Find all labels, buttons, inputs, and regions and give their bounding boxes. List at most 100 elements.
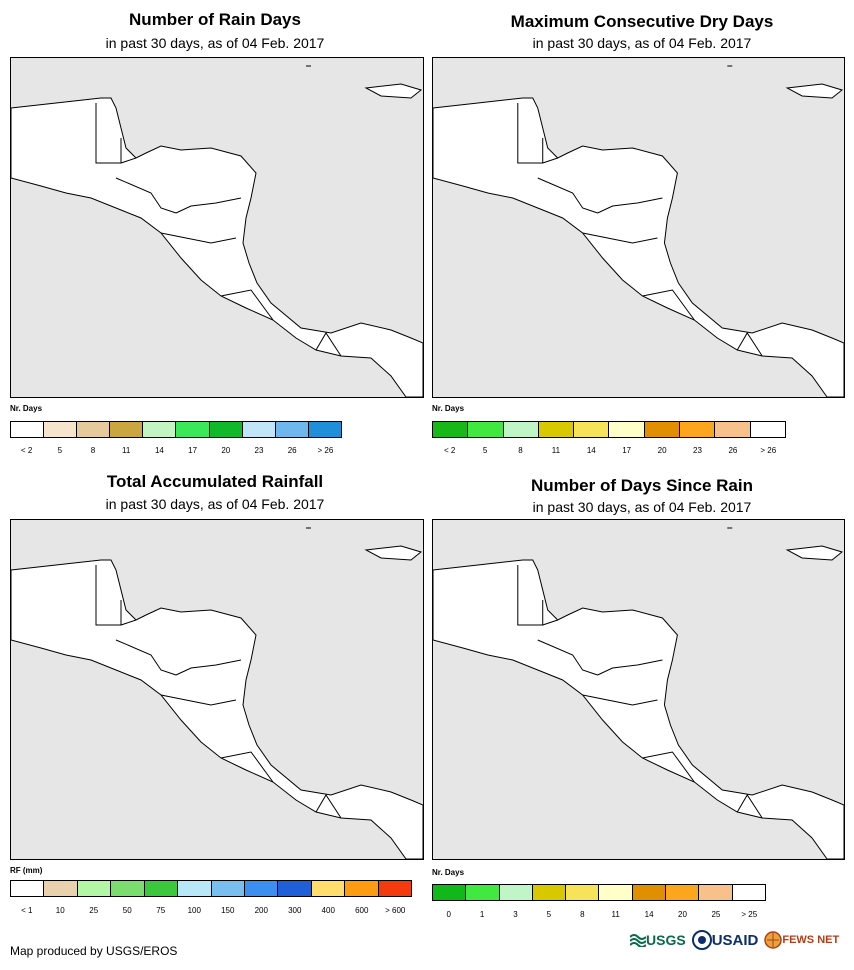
legend-swatch (111, 881, 145, 896)
legend-bar (10, 421, 342, 438)
legend-swatch (599, 885, 633, 900)
country-border (582, 694, 658, 706)
legend-tick-label: 5 (482, 446, 488, 455)
map-dry-days (432, 57, 845, 398)
legend-tick-label: 26 (728, 446, 738, 455)
land-outline (11, 559, 423, 859)
legend-swatch (44, 881, 78, 896)
legend-tick-label: 23 (254, 446, 264, 455)
country-border (220, 289, 274, 321)
legend-tick-label: < 2 (20, 446, 33, 455)
legend-tick-label: 26 (287, 446, 297, 455)
legend-tick-label: > 26 (760, 446, 777, 455)
country-border (160, 232, 237, 244)
country-border (120, 157, 137, 164)
country-border (120, 619, 137, 626)
legend-tick-label: 100 (187, 906, 201, 915)
country-border (736, 332, 763, 357)
country-border (582, 232, 658, 244)
country-border (517, 103, 544, 164)
legend-swatch (110, 422, 144, 437)
legend-swatch (499, 885, 533, 900)
fews-logo: FEWS NET (764, 931, 839, 949)
legend-bar (432, 421, 786, 438)
panel-title: Number of Days Since Rain (530, 476, 753, 495)
legend-swatch (345, 881, 379, 896)
legend-tick-label: 200 (254, 906, 268, 915)
legend-tick-label: < 1 (21, 906, 33, 915)
legend-unit: Nr. Days (10, 404, 43, 413)
legend-tick-label: > 25 (741, 910, 758, 919)
legend-ticks: < 2 5 8 11 14 17 20 23 26 > 26 (10, 446, 342, 456)
island-outline (364, 83, 423, 99)
legend-ticks: 0 1 3 5 8 11 14 20 25 > 25 (432, 910, 766, 920)
legend-unit: Nr. Days (432, 868, 465, 877)
basemap (433, 527, 844, 859)
legend-bar (432, 884, 766, 901)
legend-swatch (644, 422, 681, 437)
fews-logo-text: FEWS NET (782, 934, 840, 946)
legend-swatch (244, 881, 279, 896)
land-outline (11, 97, 423, 397)
legend-swatch (242, 422, 276, 437)
legend-tick-label: 17 (622, 446, 632, 455)
country-border (160, 694, 237, 706)
country-border (175, 197, 242, 214)
legend-swatch (433, 885, 467, 900)
legend-tick-label: 10 (55, 906, 65, 915)
legend-tick-label: 5 (546, 910, 552, 919)
legend-swatch (178, 881, 212, 896)
legend-tick-label: 150 (221, 906, 235, 915)
panel-days-since-rain: Number of Days Since Rain in past 30 day… (427, 470, 854, 930)
usgs-logo: USGS (630, 932, 686, 948)
legend-swatch (11, 422, 45, 437)
legend-tick-label: < 2 (444, 446, 456, 455)
legend-swatch (278, 881, 312, 896)
legend-tick-label: 11 (611, 910, 620, 919)
legend-swatch (574, 422, 610, 437)
legend-swatch (466, 885, 500, 900)
legend-tick-label: 11 (122, 446, 131, 455)
land-outline (433, 559, 844, 859)
panel-subtitle: in past 30 days, as of 04 Feb. 2017 (105, 496, 325, 512)
usaid-logo-text: USAID (711, 931, 759, 949)
legend-tick-label: > 26 (317, 446, 334, 455)
country-border (517, 565, 544, 626)
legend-tick-label: 14 (154, 446, 164, 455)
legend-tick-label: 8 (90, 446, 96, 455)
panel-subtitle: in past 30 days, as of 04 Feb. 2017 (532, 499, 752, 515)
legend-swatch (77, 422, 111, 437)
basemap (11, 527, 423, 859)
legend-swatch (715, 422, 751, 437)
legend-swatch (666, 885, 700, 900)
country-border (542, 157, 558, 164)
legend-swatch (680, 422, 716, 437)
legend-ticks: < 2 5 8 11 14 17 20 23 26 > 26 (432, 446, 786, 456)
legend-tick-label: 1 (479, 910, 485, 919)
panel-dry-days: Maximum Consecutive Dry Days in past 30 … (427, 0, 854, 470)
legend-swatch (532, 885, 567, 900)
legend-unit: RF (mm) (10, 866, 43, 875)
legend-tick-label: 50 (122, 906, 132, 915)
country-border (537, 177, 598, 214)
map-rain-days (10, 57, 424, 398)
legend-bar (10, 880, 412, 897)
country-border (597, 659, 663, 676)
legend-tick-label: 20 (678, 910, 687, 919)
country-border (642, 751, 695, 783)
basemap (433, 65, 844, 397)
legend-tick-label: 25 (711, 910, 721, 919)
land-outline (433, 97, 844, 397)
panel-rain-days: Number of Rain Days in past 30 days, as … (0, 0, 427, 470)
usgs-logo-text: USGS (646, 932, 686, 948)
legend-swatch (468, 422, 504, 437)
country-border (542, 619, 558, 626)
legend-swatch (308, 422, 341, 437)
legend-swatch (433, 422, 469, 437)
legend-swatch (750, 422, 785, 437)
country-border (115, 639, 177, 676)
legend-swatch (378, 881, 412, 896)
panel-total-rainfall: Total Accumulated Rainfall in past 30 da… (0, 470, 427, 930)
panel-subtitle: in past 30 days, as of 04 Feb. 2017 (532, 35, 752, 51)
island-outline (785, 545, 844, 561)
